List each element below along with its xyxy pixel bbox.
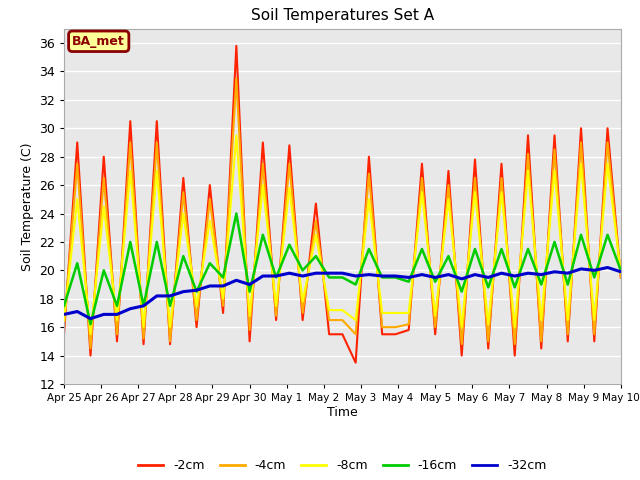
Text: BA_met: BA_met xyxy=(72,35,125,48)
X-axis label: Time: Time xyxy=(327,406,358,419)
Y-axis label: Soil Temperature (C): Soil Temperature (C) xyxy=(20,142,33,271)
Legend: -2cm, -4cm, -8cm, -16cm, -32cm: -2cm, -4cm, -8cm, -16cm, -32cm xyxy=(133,454,552,477)
Title: Soil Temperatures Set A: Soil Temperatures Set A xyxy=(251,9,434,24)
